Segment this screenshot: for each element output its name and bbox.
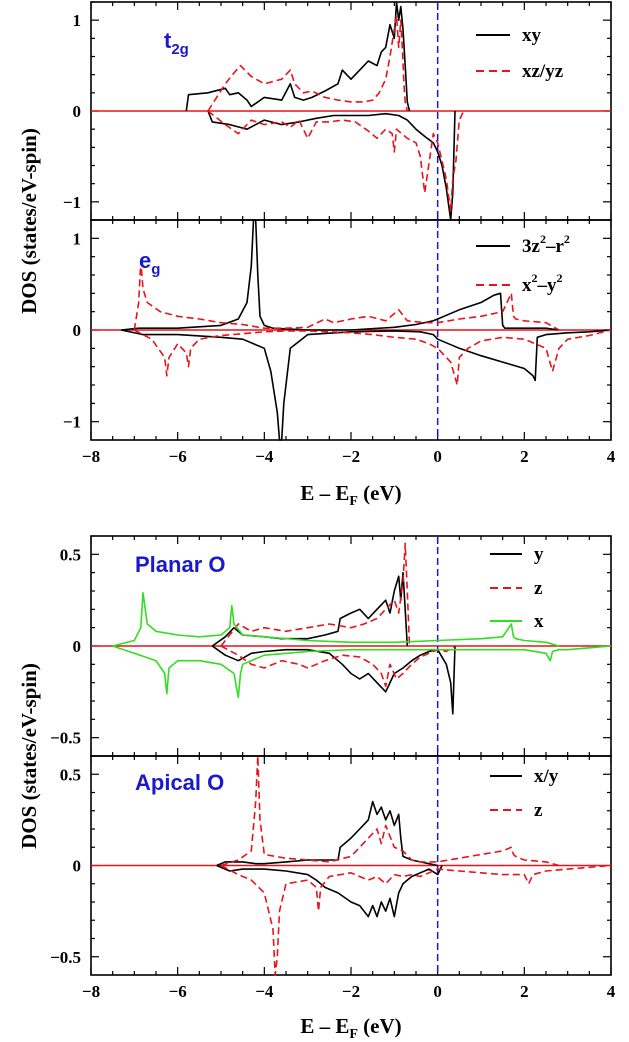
legend-label-z-apical: z <box>534 800 543 821</box>
legend-label-xzyz: xz/yz <box>522 61 564 82</box>
legend-label-x: x <box>534 611 544 632</box>
panel-title-eg: eg <box>139 248 160 278</box>
y-tick-label: 0 <box>73 637 82 656</box>
dos-curve-xy-dn <box>207 110 456 221</box>
y-tick-label: −1 <box>63 413 81 432</box>
legend-x2-a: x <box>522 275 532 296</box>
dos-curve-z-dn <box>220 864 612 976</box>
y-tick-label: 1 <box>73 229 82 248</box>
x-axis-title-top: E – EF (eV) <box>300 481 401 509</box>
legend-3z2-sup2: 2 <box>564 232 570 246</box>
x-axis-title-bottom-sub: F <box>349 1027 358 1042</box>
x-axis-title-bottom-main: E – E <box>300 1014 349 1038</box>
t2g-sub: 2g <box>171 41 189 58</box>
dos-curve-xzyz-up <box>207 14 409 112</box>
dos-curve-3zr-dn <box>121 329 612 441</box>
legend-label-xy-apical: x/y <box>534 766 559 787</box>
dos-curve-3zr-up <box>121 219 560 331</box>
eg-sub: g <box>151 261 160 278</box>
y-axis-title-top: DOS (states/eV-spin) <box>17 128 41 314</box>
dos-curve-xy-up <box>185 1 411 112</box>
dos-curve-x-dn <box>112 645 612 699</box>
y-tick-label: 0 <box>73 857 82 876</box>
x-tick-label: −2 <box>342 982 360 1001</box>
panel-title-t2g: t2g <box>164 28 189 58</box>
x-tick-label: −4 <box>255 447 274 466</box>
x-tick-label: 4 <box>607 447 616 466</box>
x-axis-title-bottom-unit: (eV) <box>358 1014 402 1038</box>
legend-3z2-sup1: 2 <box>540 232 546 246</box>
legend-x2-sup2: 2 <box>557 271 563 285</box>
dos-curve-x-up <box>112 591 560 647</box>
legend-label-xy: xy <box>522 25 542 46</box>
x-axis-title-bottom: E – EF (eV) <box>300 1014 401 1042</box>
y-tick-label: −1 <box>63 193 81 212</box>
y-tick-label: −0.5 <box>50 729 81 748</box>
dos-curve-xy-up <box>133 260 560 331</box>
dos-curve-z-up <box>220 542 411 647</box>
eg-main: e <box>139 248 151 273</box>
dos-curve-xzyz-dn <box>207 110 465 212</box>
panel-title-planar: Planar O <box>135 552 225 577</box>
legend-x2-b: –y <box>537 275 558 296</box>
legend-label-z-planar: z <box>534 578 543 599</box>
legend-label-3z2: 3z2–r2 <box>522 232 570 257</box>
dos-curves <box>91 1 612 976</box>
panel-title-apical: Apical O <box>135 770 224 795</box>
x-tick-label: 2 <box>520 447 529 466</box>
legend-label-y: y <box>534 544 544 565</box>
dos-curve-xy-up <box>216 800 438 867</box>
dos-curve-z-up <box>220 755 560 867</box>
y-tick-label: 0 <box>73 321 82 340</box>
dos-curve-xy-dn <box>133 329 612 386</box>
legend-3z2-a: 3z <box>522 236 541 257</box>
y-axis-title-bottom: DOS (states/eV-spin) <box>17 663 41 849</box>
x-axis-title-top-sub: F <box>349 494 358 509</box>
x-tick-label: −4 <box>255 982 274 1001</box>
dos-curve-y-up <box>211 571 409 647</box>
x-axis-title-top-main: E – E <box>300 481 349 505</box>
tick-labels: 10−110−1−8 −6 −4 −2 0 2 40.50−0.50.50−0.5−8 −6−… <box>50 11 616 1001</box>
t2g-main: t <box>164 28 172 53</box>
dos-curve-y-dn <box>211 645 456 715</box>
x-tick-label: −8 <box>82 982 100 1001</box>
x-tick-label: 0 <box>433 982 442 1001</box>
x-tick-label: 4 <box>607 982 616 1001</box>
x-tick-label: −2 <box>342 447 360 466</box>
dos-curve-z-dn <box>220 645 456 688</box>
x-axis-title-top-unit: (eV) <box>358 481 402 505</box>
y-tick-label: 1 <box>73 11 82 30</box>
x-tick-label: 0 <box>433 447 442 466</box>
x-tick-label: −8 <box>82 447 100 466</box>
x-tick-label: 2 <box>520 982 529 1001</box>
y-tick-label: −0.5 <box>50 948 81 967</box>
y-tick-label: 0.5 <box>60 765 81 784</box>
axis-ticks <box>90 1 612 975</box>
y-tick-label: 0.5 <box>60 545 81 564</box>
x-tick-label: −6 <box>169 982 187 1001</box>
y-tick-label: 0 <box>73 102 82 121</box>
legend-x2-sup1: 2 <box>532 271 538 285</box>
x-tick-label: −6 <box>169 447 187 466</box>
dos-curve-xy-dn <box>216 864 443 918</box>
legend-label-x2y2: x2–y2 <box>522 271 563 296</box>
legend-3z2-b: –r <box>545 236 565 257</box>
